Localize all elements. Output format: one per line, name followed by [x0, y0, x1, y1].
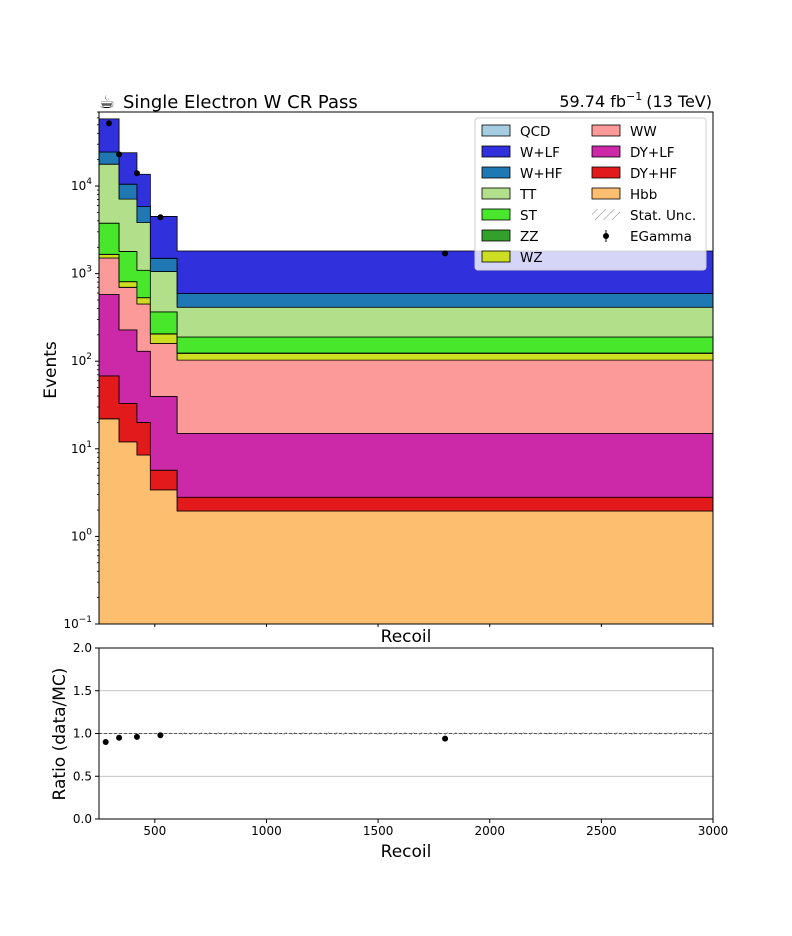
data-point [106, 120, 113, 127]
legend-swatch-ww [591, 124, 621, 137]
legend-box [474, 117, 707, 271]
lumi-label: 59.74 fb−1 (13 TeV) [559, 90, 712, 111]
legend: QCD W+LF W+HF TT ST ZZ WZ WW DY+LF DY+HF Hbb Stat. … [474, 117, 707, 271]
legend-label-dy-lf: DY+LF [630, 145, 675, 161]
main-plot-frame [98, 111, 714, 625]
ratio-y-tick-label: 1.5 [73, 684, 92, 698]
legend-label-w-lf: W+LF [520, 145, 560, 161]
data-point [116, 151, 123, 158]
data-points [106, 120, 449, 257]
y-tick-label: 101 [71, 440, 92, 456]
legend-swatch-egamma [603, 230, 609, 242]
lumi-energy: (13 TeV) [646, 92, 712, 111]
y-tick-label: 100 [71, 527, 92, 543]
ratio-x-tick-label: 1000 [251, 824, 282, 838]
lumi-value: 59.74 fb [559, 92, 626, 111]
legend-label-wz: WZ [520, 250, 543, 266]
lumi-exponent: −1 [626, 90, 642, 103]
data-point [442, 250, 449, 257]
ratio-y-tick-label: 1.0 [73, 727, 92, 741]
y-tick-label: 103 [71, 265, 92, 281]
ratio-x-axis: 500 1000 1500 2000 2500 3000 [143, 819, 728, 838]
legend-label-hbb: Hbb [630, 187, 657, 203]
y-tick-label: 102 [71, 352, 92, 368]
ratio-x-tick-label: 1500 [363, 824, 394, 838]
ratio-y-tick-label: 2.0 [73, 641, 92, 655]
legend-swatch-wz [481, 250, 511, 263]
ratio-ylabel: Ratio (data/MC) [50, 668, 70, 801]
data-point [157, 214, 164, 221]
ratio-point [102, 739, 109, 746]
ratio-uncertainty-band [177, 732, 714, 735]
ratio-x-tick-label: 500 [143, 824, 166, 838]
legend-label-st: ST [520, 208, 538, 224]
ratio-y-tick-label: 0.0 [73, 812, 92, 826]
legend-label-w-hf: W+HF [520, 166, 563, 182]
legend-swatch-st [481, 208, 511, 221]
main-y-axis: 10−1 100 101 102 103 104 [63, 111, 99, 631]
legend-label-zz: ZZ [520, 229, 539, 245]
legend-swatch-dy-lf [591, 145, 621, 158]
main-x-axis [154, 624, 714, 627]
legend-swatch-stat-unc- [592, 209, 620, 220]
legend-swatch-w-lf [481, 145, 511, 158]
ratio-point [442, 735, 449, 742]
legend-swatch-w-hf [481, 166, 511, 179]
ratio-xlabel: Recoil [381, 842, 432, 862]
ratio-x-tick-label: 3000 [698, 824, 729, 838]
ratio-x-tick-label: 2500 [586, 824, 617, 838]
ratio-grid [99, 690, 714, 777]
y-tick-label: 10−1 [63, 615, 92, 631]
ratio-point [157, 732, 164, 739]
legend-label-egamma: EGamma [630, 229, 692, 245]
legend-swatch-hbb [591, 187, 621, 200]
stack-w-lf [99, 118, 713, 294]
chart-title: Single Electron W CR Pass [123, 92, 358, 113]
legend-swatch-zz [481, 229, 511, 242]
ratio-point [116, 734, 123, 741]
legend-swatch-dy-hf [591, 166, 621, 179]
stack-area [99, 118, 713, 624]
ratio-points [102, 732, 449, 746]
legend-swatch-tt [481, 187, 511, 200]
legend-label-stat-unc-: Stat. Unc. [630, 208, 696, 224]
data-point [133, 170, 140, 177]
legend-label-tt: TT [519, 187, 537, 203]
legend-label-ww: WW [630, 124, 657, 140]
legend-swatch-qcd [481, 124, 511, 137]
legend-label-dy-hf: DY+HF [630, 166, 677, 182]
ratio-point [133, 733, 140, 740]
legend-label-qcd: QCD [520, 124, 550, 140]
ratio-y-axis: 0.0 0.5 1.0 1.5 2.0 [73, 641, 99, 826]
main-xlabel: Recoil [381, 627, 432, 647]
coffee-icon: ☕ [99, 92, 115, 113]
ratio-y-tick-label: 0.5 [73, 769, 92, 783]
y-tick-label: 104 [71, 177, 92, 193]
ratio-x-tick-label: 2000 [474, 824, 505, 838]
main-ylabel: Events [41, 341, 61, 399]
